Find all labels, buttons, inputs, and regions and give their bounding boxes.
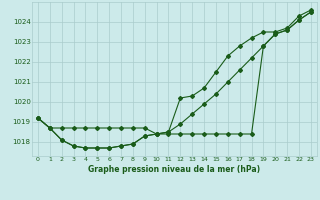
X-axis label: Graphe pression niveau de la mer (hPa): Graphe pression niveau de la mer (hPa)	[88, 165, 260, 174]
